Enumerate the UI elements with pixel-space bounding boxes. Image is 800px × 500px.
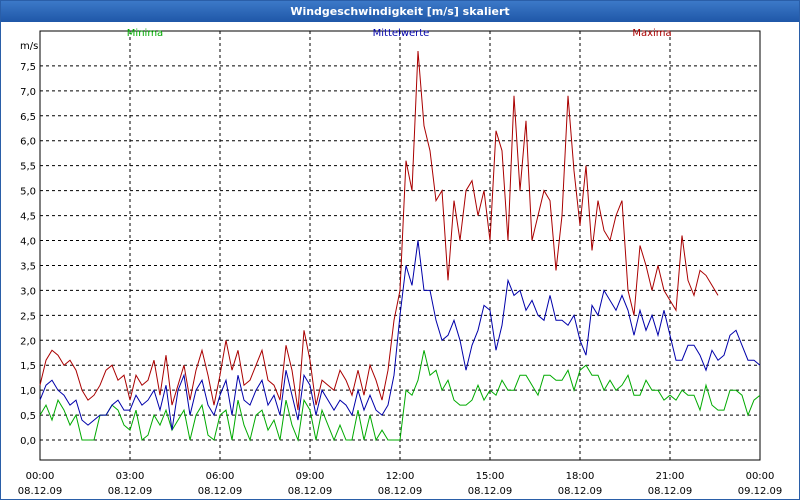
y-tick-label: 0,5 (20, 411, 36, 422)
x-tick-date: 09.12.09 (738, 486, 783, 497)
y-tick-label: 2,5 (20, 311, 36, 322)
x-axis-ticks: 00:00 08.12.09 03:00 08.12.09 06:00 08.12.09 0… (18, 471, 783, 497)
y-tick-label: 6,5 (20, 112, 36, 123)
y-tick-label: 7,0 (20, 87, 36, 98)
series-lines (39, 50, 761, 442)
x-tick-date: 08.12.09 (468, 486, 513, 497)
legend-minima: Minima (127, 28, 163, 39)
y-tick-label: 4,0 (20, 237, 36, 248)
x-tick-date: 08.12.09 (108, 486, 153, 497)
x-tick-time: 09:00 (296, 471, 325, 482)
x-tick-time: 03:00 (116, 471, 145, 482)
legend: Minima Mittelwerte Maxima (127, 28, 672, 39)
y-tick-label: 4,5 (20, 212, 36, 223)
series-line-mittelwerte (39, 240, 761, 431)
y-tick-label: 5,5 (20, 162, 36, 173)
y-tick-label: 5,0 (20, 187, 36, 198)
x-tick-time: 06:00 (206, 471, 235, 482)
plot-area (39, 30, 761, 461)
series-line-minima (39, 350, 761, 442)
x-tick-date: 08.12.09 (558, 486, 603, 497)
x-tick-date: 08.12.09 (198, 486, 243, 497)
y-tick-label: 3,5 (20, 261, 36, 272)
y-tick-label: 7,5 (20, 62, 36, 73)
x-tick-date: 08.12.09 (648, 486, 693, 497)
y-axis-ticks: 0,0 0,5 1,0 1,5 2,0 2,5 3,0 3,5 4,0 4,5 5,0 5,5 6,0 6… (20, 62, 36, 447)
x-tick-date: 08.12.09 (18, 486, 63, 497)
x-tick-time: 18:00 (566, 471, 595, 482)
y-tick-label: 0,0 (20, 436, 36, 447)
series-line-maxima (39, 50, 719, 411)
legend-mittelwerte: Mittelwerte (373, 28, 430, 39)
chart-title: Windgeschwindigkeit [m/s] skaliert (1, 1, 799, 22)
grid-lines (40, 31, 760, 460)
x-tick-time: 00:00 (746, 471, 775, 482)
legend-maxima: Maxima (632, 28, 671, 39)
x-tick-time: 15:00 (476, 471, 505, 482)
x-tick-time: 12:00 (386, 471, 415, 482)
y-tick-label: 3,0 (20, 286, 36, 297)
y-tick-label: 6,0 (20, 137, 36, 148)
x-tick-date: 08.12.09 (288, 486, 333, 497)
y-tick-label: 1,0 (20, 386, 36, 397)
x-tick-time: 21:00 (656, 471, 685, 482)
y-axis-label: m/s (20, 41, 38, 52)
y-tick-label: 1,5 (20, 361, 36, 372)
y-tick-label: 2,0 (20, 336, 36, 347)
x-tick-date: 08.12.09 (378, 486, 423, 497)
x-tick-time: 00:00 (26, 471, 55, 482)
